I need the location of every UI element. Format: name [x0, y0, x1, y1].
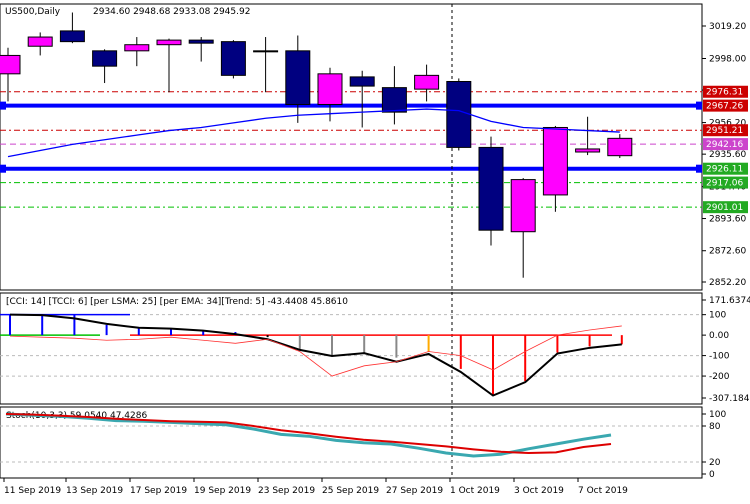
bull-candle: [510, 179, 536, 233]
channel-handle-right: [696, 164, 702, 173]
price-tag-bg-t2926: [703, 162, 748, 175]
date-label: 1 Oct 2019: [450, 486, 500, 496]
bull-candle: [27, 36, 53, 47]
stoch-tick-label: 0: [709, 470, 715, 480]
date-label: 19 Sep 2019: [194, 486, 251, 496]
bull-candle: [0, 54, 21, 75]
cci-tick-label: -307.1842: [709, 394, 750, 404]
cci-indicator: 171.6374 100 0.00 -100 -200 -307.1842: [0, 296, 750, 404]
price-tick-label: 2998.00: [709, 54, 746, 64]
bear-candle: [446, 80, 472, 148]
price-tag-bg-t2901: [703, 201, 748, 214]
bull-candle: [156, 39, 182, 46]
cci-tick-label: -100: [709, 352, 730, 362]
bear-candle: [92, 50, 118, 67]
price-panel[interactable]: [0, 3, 703, 291]
price-tag-bg-t2967: [703, 99, 748, 112]
bull-candle: [542, 126, 568, 196]
price-tag-bg-t2942: [703, 138, 748, 151]
date-label: 25 Sep 2019: [322, 486, 379, 496]
bear-candle: [220, 41, 246, 76]
cci-line: [9, 313, 622, 397]
price-tag-bg-t2951: [703, 124, 748, 137]
bear-candle: [478, 146, 504, 231]
ohlc-values: 2934.60 2948.68 2933.08 2945.92: [93, 7, 250, 17]
cci-tick-label: 171.6374: [709, 296, 750, 306]
bull-candle: [607, 137, 633, 157]
time-axis: 11 Sep 2019 13 Sep 2019 17 Sep 2019 19 Sep …: [3, 478, 628, 496]
stochastic-indicator: 100 80 20 0: [0, 410, 726, 480]
price-tick-label: 2872.60: [709, 247, 746, 257]
price-tick-label: 2852.20: [709, 278, 746, 288]
cci-trend-line: [9, 325, 622, 377]
price-tick-label: 2893.60: [709, 215, 746, 225]
bull-candle: [253, 50, 279, 53]
stoch-tick-label: 20: [709, 458, 721, 468]
moving-average: [7, 108, 620, 158]
stoch-tick-label: 80: [709, 422, 721, 432]
ema-line: [7, 108, 620, 158]
price-tick-label: 2956.20: [709, 119, 746, 129]
date-label: 11 Sep 2019: [4, 486, 61, 496]
bear-candle: [59, 30, 85, 43]
date-label: 17 Sep 2019: [130, 486, 187, 496]
price-tag-t2942: 2942.16: [706, 140, 743, 150]
cci-tick-label: 0.00: [709, 331, 729, 341]
price-tag-bg-t2917: [703, 176, 748, 189]
stoch-tick-label: 100: [709, 410, 726, 420]
bear-candle: [381, 87, 407, 113]
date-label: 23 Sep 2019: [258, 486, 315, 496]
date-label: 27 Sep 2019: [386, 486, 443, 496]
channel-handle-left: [0, 101, 6, 110]
cci-label: [CCI: 14] [TCCI: 6] [per LSMA: 25] [per …: [6, 297, 348, 307]
cci-panel[interactable]: [0, 292, 703, 405]
cci-tick-label: -200: [709, 372, 730, 382]
price-tag-t2951: 2951.21: [706, 126, 743, 136]
candlesticks: [0, 12, 633, 278]
date-label: 7 Oct 2019: [578, 486, 628, 496]
price-tags: 2976.31 2967.26 2951.21 2942.16 2926.11 2917.…: [703, 85, 748, 214]
price-tag-t2967: 2967.26: [706, 102, 743, 112]
date-label: 3 Oct 2019: [514, 486, 564, 496]
price-tick-label: 2935.60: [709, 150, 746, 160]
price-tick-label: 3019.20: [709, 22, 746, 32]
price-tag-t2901: 2901.01: [706, 203, 743, 213]
bull-candle: [575, 148, 601, 153]
bull-candle: [317, 73, 343, 105]
channel-handle-right: [696, 101, 702, 110]
price-tag-t2976: 2976.31: [706, 88, 743, 98]
price-axis: 3019.202998.002977.402956.202935.602914.…: [702, 22, 746, 288]
bear-candle: [349, 76, 375, 87]
cci-tick-label: 100: [709, 311, 726, 321]
symbol-info: US500,Daily: [5, 7, 61, 17]
price-tag-bg-t2976: [703, 85, 748, 98]
bear-candle: [188, 39, 214, 44]
bull-candle: [124, 44, 150, 52]
channel-handle-left: [0, 164, 6, 173]
stoch-signal-line: [5, 413, 612, 455]
price-tag-t2926: 2926.11: [706, 165, 743, 175]
date-label: 13 Sep 2019: [66, 486, 123, 496]
bear-candle: [285, 50, 311, 105]
price-tag-t2917: 2917.06: [706, 179, 743, 189]
bull-candle: [414, 74, 440, 90]
